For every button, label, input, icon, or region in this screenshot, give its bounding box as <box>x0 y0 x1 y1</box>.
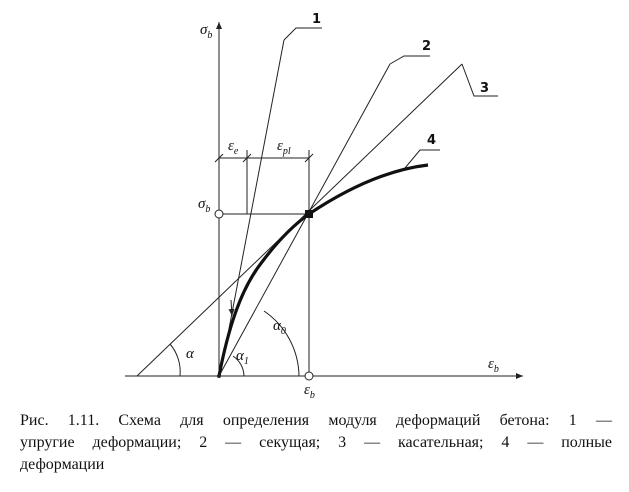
line-label: 1 <box>312 12 321 27</box>
origin <box>217 374 221 378</box>
caption-line: упругие деформации; 2 — секущая; 3 — кас… <box>20 434 612 451</box>
angle-label: α <box>186 346 195 362</box>
curve <box>217 163 429 377</box>
point <box>305 210 313 218</box>
point-label: σb <box>198 196 210 215</box>
point-label: εb <box>304 382 315 400</box>
diagram: σb εb σb εb εe εpl α α1 α0 1 2 3 4 <box>125 12 523 400</box>
axis-label: εb <box>488 356 499 375</box>
angle-label: α1 <box>236 348 249 367</box>
caption-line: деформации <box>20 456 105 473</box>
point-marker <box>214 209 224 219</box>
caption: Рис. 1.11. Схема для определения модуля … <box>20 410 612 476</box>
dimension-label: εe <box>228 138 239 157</box>
angle-label: α0 <box>273 318 286 337</box>
line-label: 3 <box>480 81 489 96</box>
construction-lines <box>136 27 498 377</box>
line-label: 4 <box>427 133 436 148</box>
dimension-label: εpl <box>277 138 291 157</box>
axis-label: σb <box>200 22 212 41</box>
axes <box>125 22 523 379</box>
line-label: 2 <box>422 39 431 54</box>
point-marker <box>304 371 314 381</box>
caption-line: Рис. 1.11. Схема для определения модуля … <box>20 412 612 429</box>
